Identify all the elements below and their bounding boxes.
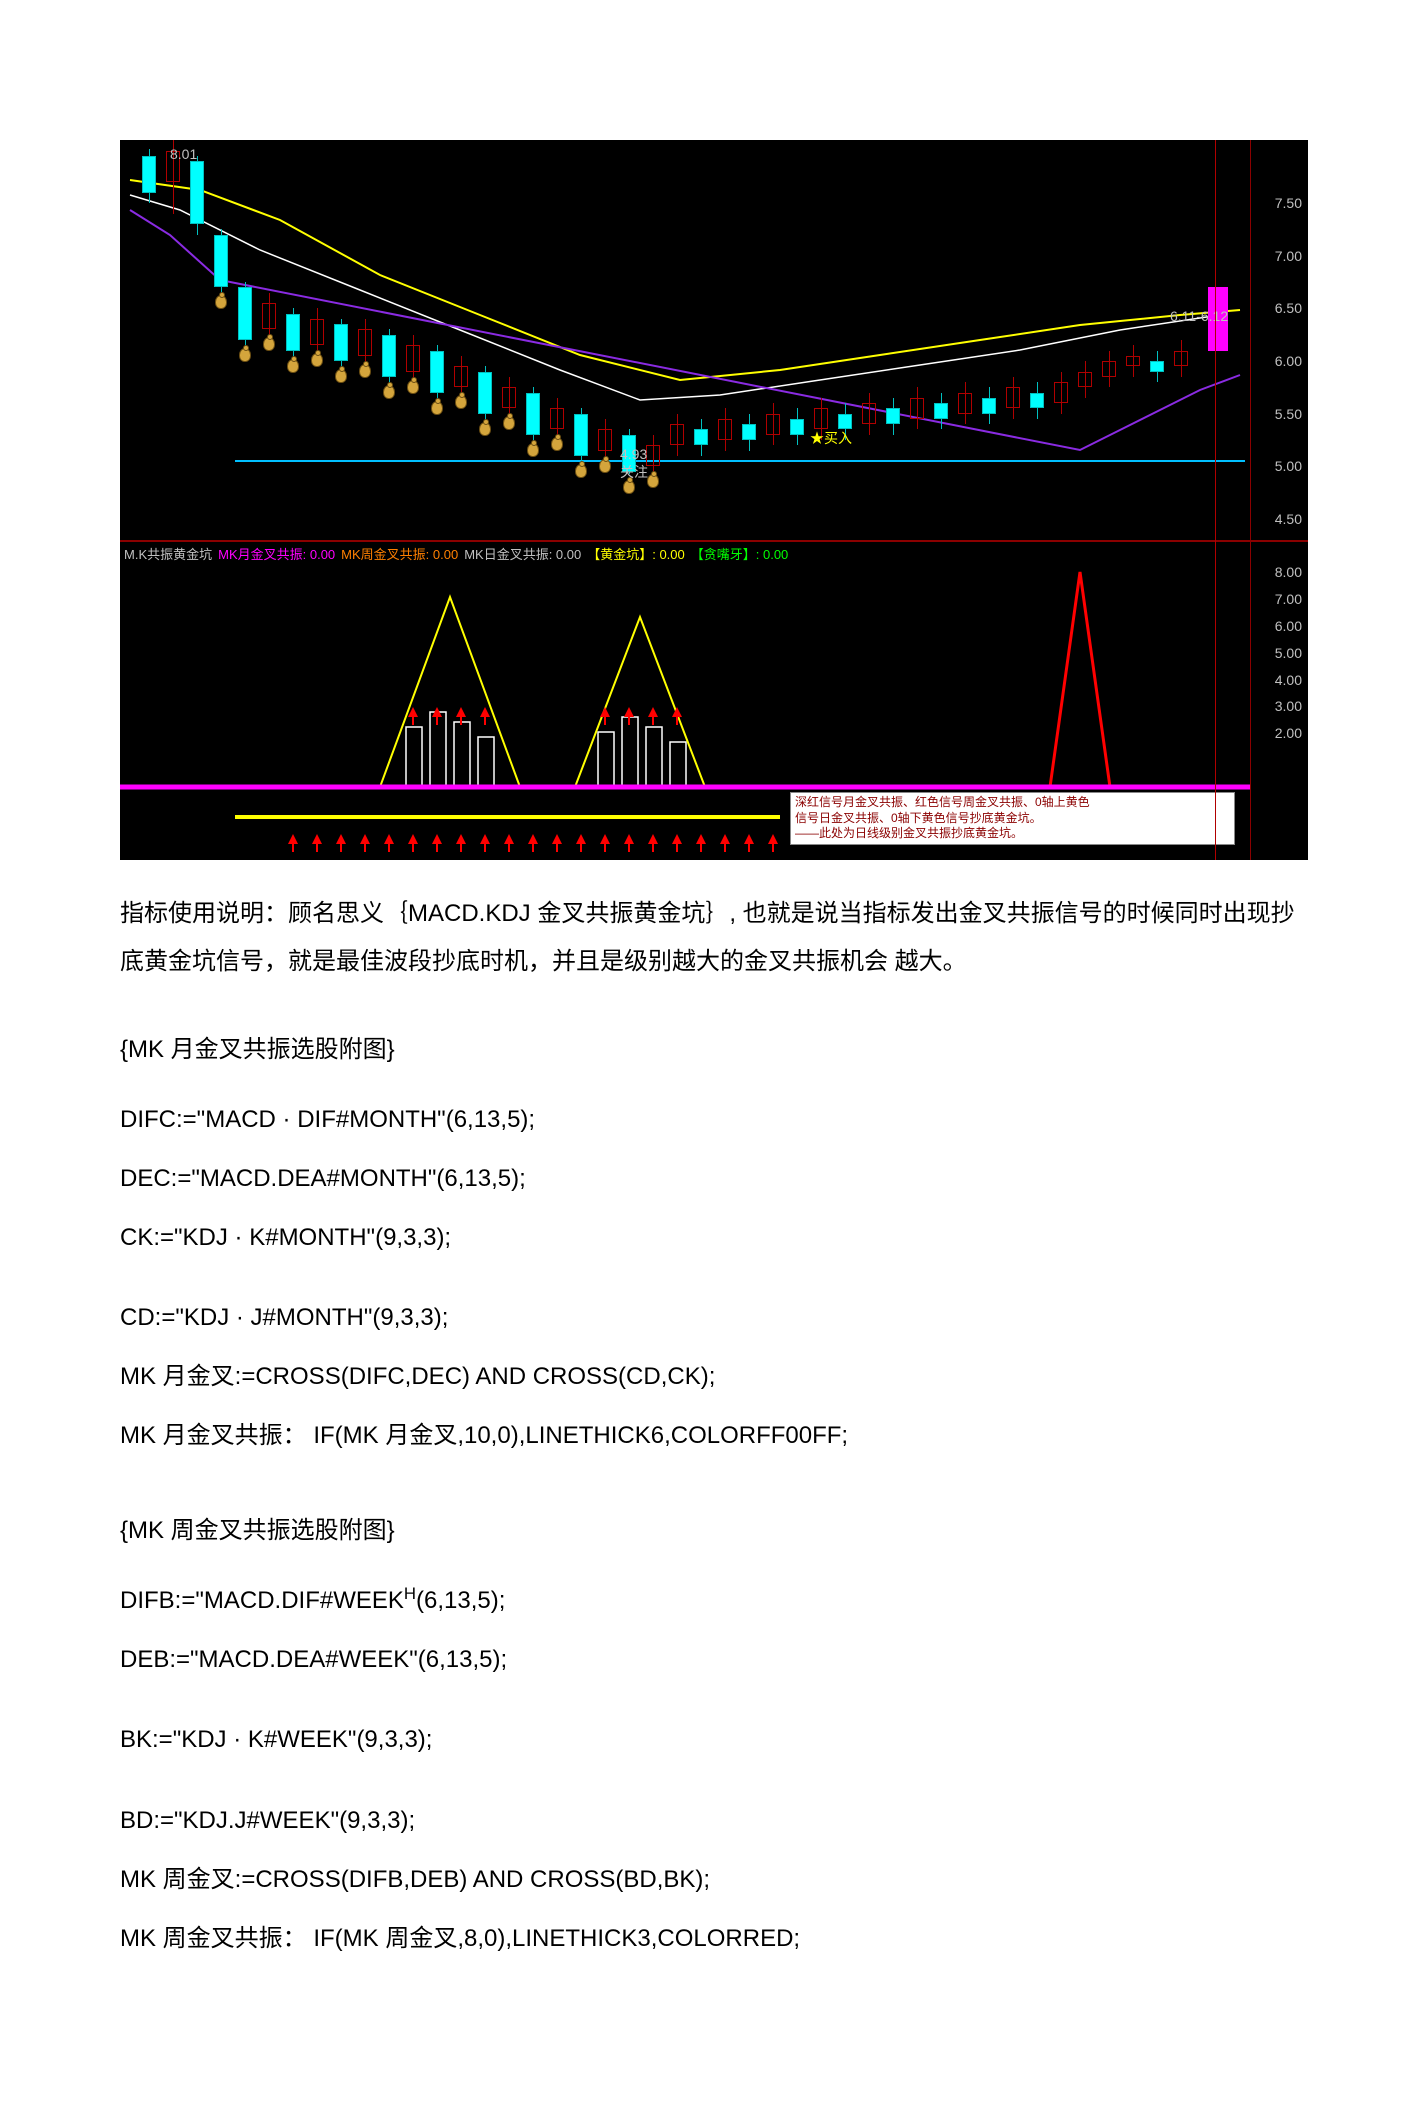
bottom-price-label: 4.93 [620,446,647,462]
arrow-up-icon [672,707,682,717]
yaxis-tick: 4.00 [1275,672,1302,688]
arrow-up-icon [312,834,322,844]
code-line: DEC:="MACD.DEA#MONTH"(6,13,5); [120,1153,1308,1206]
arrow-up-icon [600,834,610,844]
arrow-up-icon [480,834,490,844]
money-bag-icon [455,395,467,409]
arrow-up-icon [576,834,586,844]
arrow-up-icon [432,834,442,844]
code-line: BK:="KDJ · K#WEEK"(9,3,3); [120,1714,1308,1767]
code-line: CK:="KDJ · K#MONTH"(9,3,3); [120,1212,1308,1265]
code-line: DIFC:="MACD · DIF#MONTH"(6,13,5); [120,1094,1308,1147]
yaxis-tick: 3.00 [1275,698,1302,714]
money-bag-icon [479,422,491,436]
arrow-up-icon [648,707,658,717]
arrow-up-icon [384,834,394,844]
price-yaxis: 7.50 7.00 6.50 6.00 5.50 5.00 4.50 [1250,140,1308,540]
arrow-up-icon [360,834,370,844]
arrow-up-icon [432,707,442,717]
arrow-up-icon [408,707,418,717]
yaxis-tick: 8.00 [1275,564,1302,580]
money-bag-icon [311,353,323,367]
arrow-up-icon [480,707,490,717]
stock-chart: 8.01 4.93 关注 ★买入 6.11-6.12 7.50 7.00 6.50 6… [120,140,1308,860]
money-bag-icon [407,380,419,394]
money-bag-icon [599,459,611,473]
arrow-up-icon [768,834,778,844]
arrow-up-icon [336,834,346,844]
yaxis-tick: 7.50 [1275,195,1302,211]
yaxis-tick: 5.50 [1275,406,1302,422]
code-line: CD:="KDJ · J#MONTH"(9,3,3); [120,1292,1308,1345]
money-bag-icon [575,464,587,478]
money-bag-icon [239,348,251,362]
arrow-up-icon [624,834,634,844]
arrow-up-icon [456,707,466,717]
arrow-up-icon [504,834,514,844]
interp-line: 信号日金叉共振、0轴下黄色信号抄底黄金坑。 [795,811,1230,827]
yaxis-tick: 4.50 [1275,511,1302,527]
yaxis-tick: 6.50 [1275,300,1302,316]
yaxis-tick: 6.00 [1275,618,1302,634]
money-bag-icon [263,337,275,351]
section-week: {MK 周金叉共振选股附图} DIFB:="MACD.DIF#WEEKH(6,1… [120,1507,1308,1966]
arrow-up-icon [720,834,730,844]
indicator-panel: M.K共振黄金坑MK月金叉共振: 0.00MK周金叉共振: 0.00MK日金叉共… [120,542,1250,860]
section-month: {MK 月金叉共振选股附图} DIFC:="MACD · DIF#MONTH"(… [120,1026,1308,1463]
money-bag-icon [359,364,371,378]
arrow-up-icon [672,834,682,844]
money-bag-icon [335,369,347,383]
code-line: DEB:="MACD.DEA#WEEK"(6,13,5); [120,1634,1308,1687]
money-bag-icon [431,401,443,415]
arrow-up-icon [528,834,538,844]
top-price-label: 8.01 [170,146,197,162]
money-bag-icon [215,295,227,309]
yaxis-tick: 2.00 [1275,725,1302,741]
arrow-up-icon [288,834,298,844]
section1-title: {MK 月金叉共振选股附图} [120,1026,1308,1074]
money-bag-icon [383,385,395,399]
indicator-yaxis: 8.00 7.00 6.00 5.00 4.00 3.00 2.00 [1250,542,1308,860]
arrow-up-icon [648,834,658,844]
buy-signal: ★买入 [810,428,852,448]
code-line: MK 周金叉:=CROSS(DIFB,DEB) AND CROSS(BD,BK)… [120,1854,1308,1907]
cursor-line [1215,140,1216,860]
arrow-up-icon [552,834,562,844]
arrow-up-icon [696,834,706,844]
money-bag-icon [503,416,515,430]
yaxis-tick: 7.00 [1275,248,1302,264]
yaxis-tick: 5.00 [1275,458,1302,474]
code-line: BD:="KDJ.J#WEEK"(9,3,3); [120,1795,1308,1848]
yaxis-tick: 5.00 [1275,645,1302,661]
code-line: MK 月金叉:=CROSS(DIFC,DEC) AND CROSS(CD,CK)… [120,1351,1308,1404]
arrow-up-icon [624,707,634,717]
interpretation-box: 深红信号月金叉共振、红色信号周金叉共振、0轴上黄色信号日金叉共振、0轴下黄色信号… [790,792,1235,845]
price-panel: 8.01 4.93 关注 ★买入 6.11-6.12 [120,140,1250,540]
money-bag-icon [287,359,299,373]
code-line: DIFB:="MACD.DIF#WEEKH(6,13,5); [120,1575,1308,1628]
yaxis-tick: 7.00 [1275,591,1302,607]
section2-title: {MK 周金叉共振选股附图} [120,1507,1308,1555]
yaxis-tick: 6.00 [1275,353,1302,369]
focus-label: 关注 [620,462,648,482]
code-line: MK 周金叉共振： IF(MK 周金叉,8,0),LINETHICK3,COLO… [120,1913,1308,1966]
arrow-up-icon [744,834,754,844]
arrow-up-icon [600,707,610,717]
money-bag-icon [647,474,659,488]
interp-line: 深红信号月金叉共振、红色信号周金叉共振、0轴上黄色 [795,795,1230,811]
money-bag-icon [551,437,563,451]
interp-line: ——此处为日线级别金叉共振抄底黄金坑。 [795,826,1230,842]
description-paragraph: 指标使用说明：顾名思义｛MACD.KDJ 金叉共振黄金坑｝, 也就是说当指标发出… [120,890,1308,986]
range-label: 6.11-6.12 [1170,308,1228,324]
arrow-up-icon [408,834,418,844]
arrow-up-icon [456,834,466,844]
code-line: MK 月金叉共振： IF(MK 月金叉,10,0),LINETHICK6,COL… [120,1410,1308,1463]
money-bag-icon [527,443,539,457]
